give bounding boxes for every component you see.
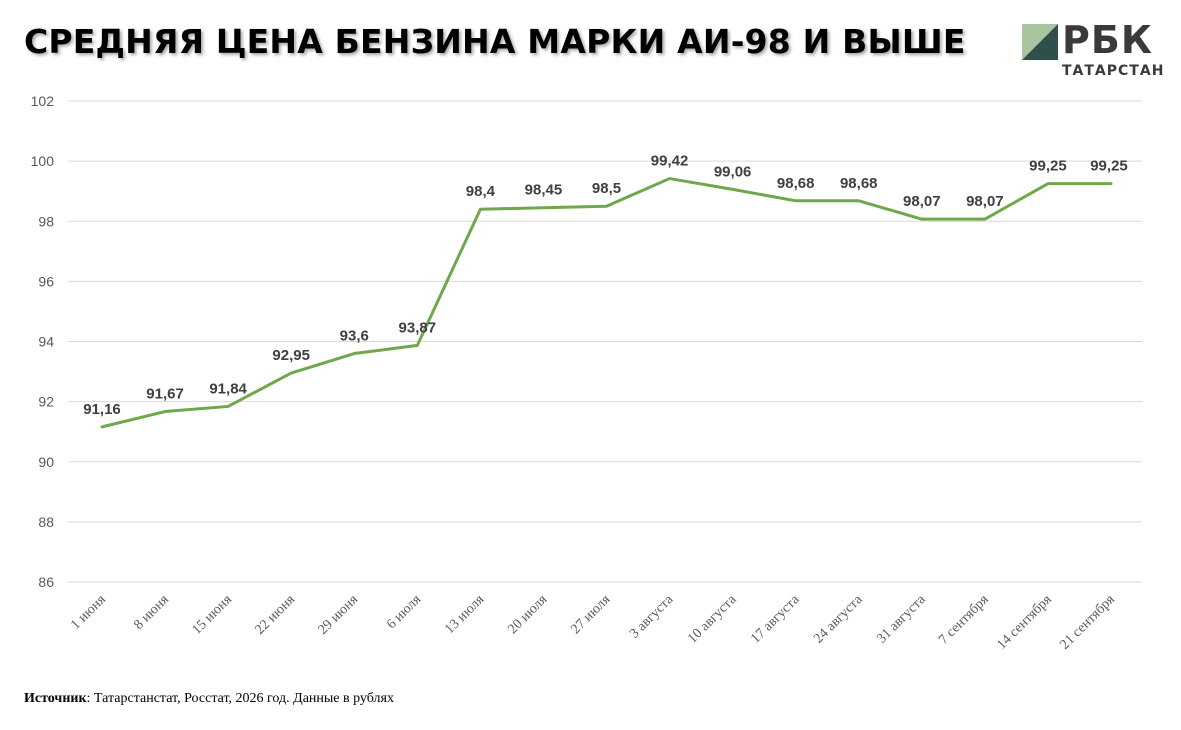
data-label: 93,6: [340, 328, 369, 345]
data-label: 91,16: [83, 401, 121, 418]
x-tick-label: 10 августа: [685, 592, 740, 647]
data-label: 98,07: [903, 193, 941, 210]
source-text: : Татарстанстат, Росстат, 2026 год. Данн…: [86, 691, 394, 706]
x-axis-ticks: 1 июня 8 июня 15 июня 22 июня 29 июня 6 июля 1…: [68, 592, 1118, 653]
y-tick-label: 90: [38, 454, 54, 470]
data-label: 99,25: [1029, 158, 1067, 175]
x-tick-label: 24 августа: [811, 592, 866, 647]
x-tick-label: 8 июня: [131, 592, 172, 633]
x-tick-label: 15 июня: [189, 592, 235, 638]
rbc-logo: РБК ТАТАРСТАН: [1022, 18, 1172, 82]
data-label: 98,68: [840, 175, 878, 192]
x-tick-label: 22 июня: [252, 592, 298, 638]
x-tick-label: 20 июля: [505, 592, 550, 637]
x-tick-label: 31 августа: [874, 592, 929, 647]
x-tick-label: 27 июля: [568, 592, 613, 637]
y-tick-label: 94: [38, 334, 54, 350]
y-tick-label: 92: [38, 394, 54, 410]
source-note: Источник: Татарстанстат, Росстат, 2026 г…: [24, 691, 394, 707]
data-label: 98,45: [525, 182, 563, 199]
data-label: 99,42: [651, 153, 689, 170]
x-tick-label: 7 сентября: [936, 592, 992, 648]
series-line: [100, 177, 1113, 429]
y-tick-label: 102: [31, 93, 55, 109]
y-tick-label: 88: [38, 514, 54, 530]
logo-name: РБК: [1062, 18, 1153, 62]
data-label: 91,67: [146, 386, 184, 403]
x-tick-label: 17 августа: [748, 592, 803, 647]
data-label: 93,87: [399, 319, 437, 336]
x-tick-label: 29 июня: [316, 592, 362, 638]
x-tick-label: 14 сентября: [994, 592, 1055, 653]
y-tick-label: 86: [38, 574, 54, 590]
x-tick-label: 1 июня: [68, 592, 109, 633]
y-tick-label: 100: [31, 153, 55, 169]
data-label: 98,68: [777, 175, 815, 192]
data-label: 99,06: [714, 163, 752, 180]
y-tick-label: 96: [38, 273, 54, 289]
data-label: 92,95: [272, 347, 310, 364]
logo-region: ТАТАРСТАН: [1062, 63, 1165, 79]
x-tick-label: 3 августа: [627, 592, 677, 642]
data-label: 98,07: [966, 193, 1004, 210]
x-tick-label: 13 июля: [442, 592, 487, 637]
y-axis-ticks: 86 88 90 92 94 96 98 100 102: [31, 93, 55, 590]
data-label: 98,5: [592, 180, 621, 197]
x-tick-label: 21 сентября: [1057, 592, 1118, 653]
y-tick-label: 98: [38, 213, 54, 229]
data-label: 91,84: [209, 380, 247, 397]
x-tick-label: 6 июля: [384, 592, 424, 632]
data-label: 99,25: [1090, 158, 1128, 175]
data-labels: 91,16 91,67 91,84 92,95 93,6 93,87 98,4 98,45 98…: [83, 153, 1128, 418]
source-label: Источник: [24, 691, 87, 706]
chart-title: СРЕДНЯЯ ЦЕНА БЕНЗИНА МАРКИ АИ-98 И ВЫШЕ: [24, 22, 966, 61]
gridlines: [68, 100, 1142, 583]
series-line-layer: [100, 177, 1113, 429]
data-label: 98,4: [466, 183, 496, 200]
rbc-logo-icon: [1022, 24, 1058, 60]
